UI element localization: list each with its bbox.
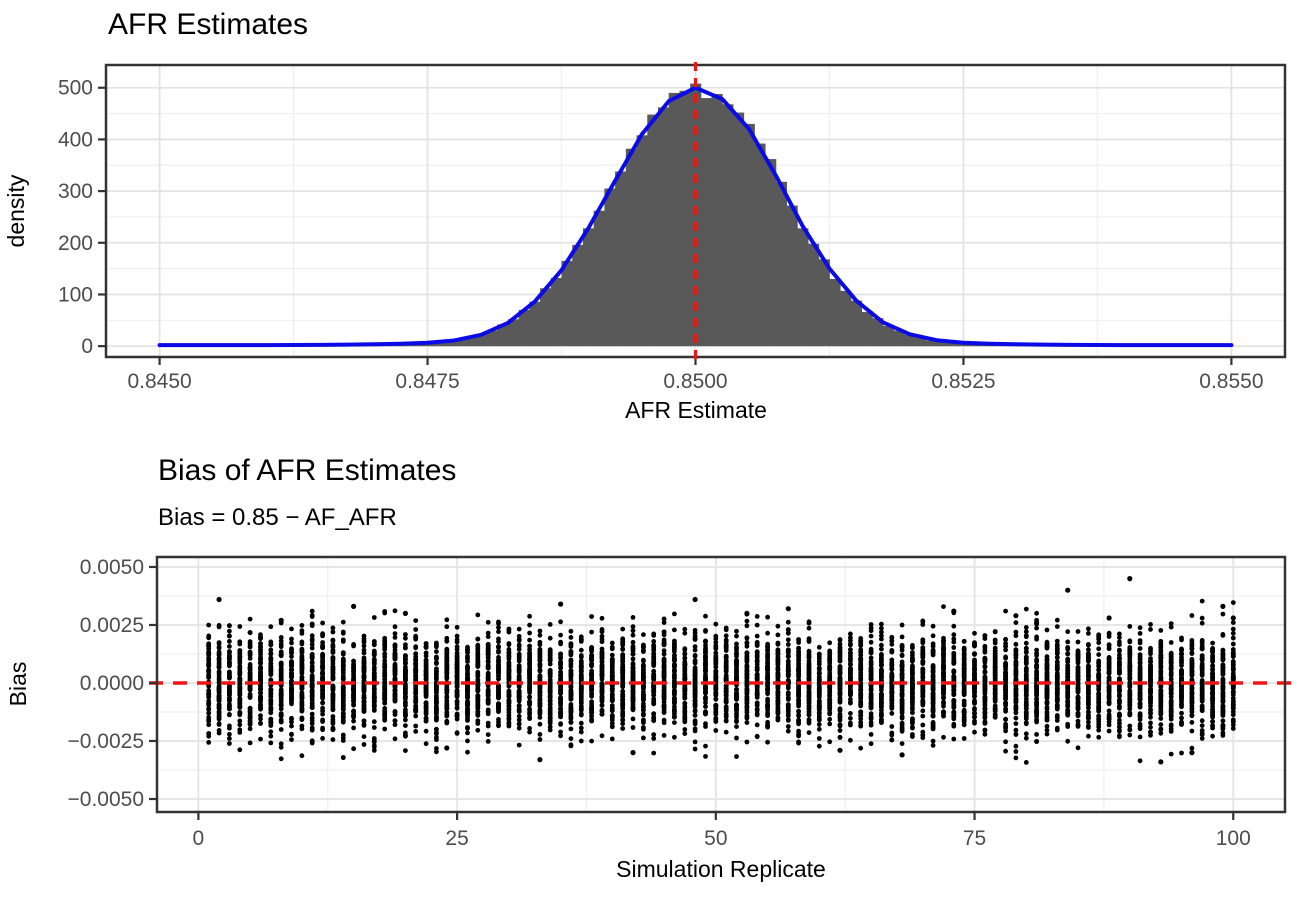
density-curve [157, 85, 1234, 348]
y-tick-label: −0.0050 [68, 788, 145, 811]
y-tick-label: 100 [58, 283, 93, 306]
chart2-plot-area: 0 25 50 75 100 0.0050 0.0025 0.0000 −0.0025 −0.00… [68, 555, 1300, 850]
x-tick-label: 0.8450 [127, 370, 191, 393]
y-tick-label: 0 [81, 335, 93, 358]
x-tick-label: 0.8475 [395, 370, 459, 393]
bias-scatter-chart: Bias of AFR Estimates Bias = 0.85 − AF_A… [5, 454, 1300, 882]
x-tick-label: 50 [704, 827, 727, 850]
x-tick-label: 25 [445, 827, 468, 850]
afr-estimates-chart: AFR Estimates density 0.8450 0.8475 0.8500… [3, 8, 1287, 423]
axis-ticks-and-labels: 0 25 50 75 100 0.0050 0.0025 0.0000 −0.0025 −0.00… [68, 556, 1251, 850]
chart1-title: AFR Estimates [108, 8, 308, 41]
chart1-plot-area: 0.8450 0.8475 0.8500 0.8525 0.8550 0 100 200 300… [58, 62, 1287, 393]
axis-ticks-and-labels: 0.8450 0.8475 0.8500 0.8525 0.8550 0 100 200 300… [58, 77, 1264, 393]
chart2-x-axis-title: Simulation Replicate [616, 856, 826, 882]
y-tick-label: 0.0050 [80, 556, 144, 579]
y-tick-label: 0.0000 [80, 672, 144, 695]
x-tick-label: 0 [193, 827, 205, 850]
chart1-y-axis-title: density [3, 174, 29, 247]
x-tick-label: 0.8550 [1199, 370, 1263, 393]
x-tick-label: 0.8525 [931, 370, 995, 393]
x-tick-label: 0.8500 [663, 370, 727, 393]
y-tick-label: 200 [58, 232, 93, 255]
y-tick-label: 300 [58, 180, 93, 203]
y-tick-label: 400 [58, 128, 93, 151]
chart2-title: Bias of AFR Estimates [158, 454, 456, 487]
x-tick-label: 75 [963, 827, 986, 850]
panel-border [155, 555, 1287, 814]
y-tick-label: 0.0025 [80, 614, 144, 637]
scatter-points [206, 576, 1236, 765]
y-tick-label: −0.0025 [68, 730, 145, 753]
chart1-x-axis-title: AFR Estimate [625, 397, 767, 423]
y-tick-label: 500 [58, 77, 93, 100]
chart2-y-axis-title: Bias [5, 662, 31, 707]
chart2-subtitle: Bias = 0.85 − AF_AFR [158, 504, 397, 531]
x-tick-label: 100 [1216, 827, 1251, 850]
